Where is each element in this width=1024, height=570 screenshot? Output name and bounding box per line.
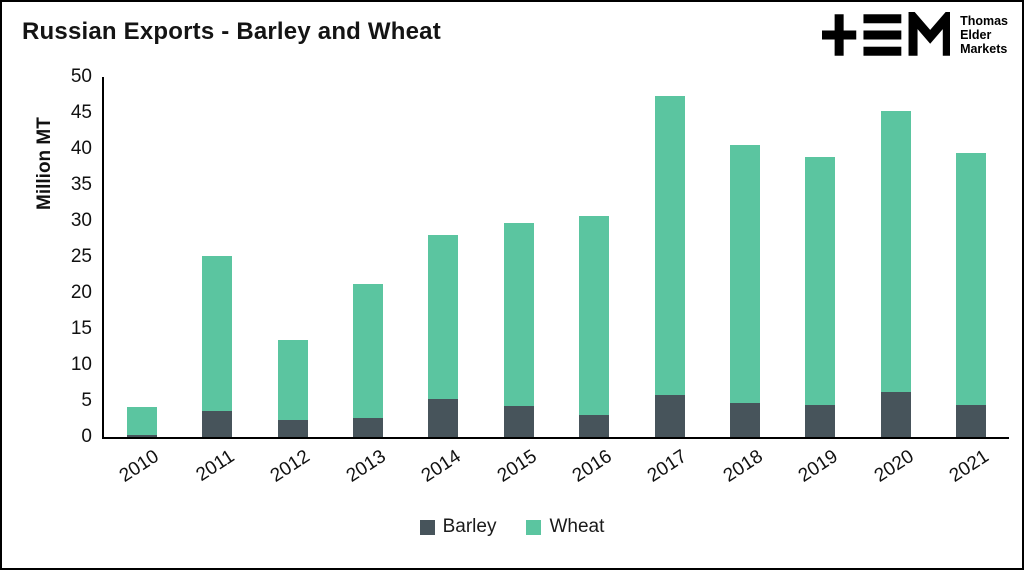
x-tick-label: 2019	[794, 446, 842, 487]
y-tick-label: 5	[81, 390, 92, 411]
legend: Barley Wheat	[2, 516, 1022, 538]
y-tick-label: 25	[70, 246, 92, 267]
y-axis-title: Million MT	[34, 117, 55, 210]
y-tick-label: 15	[70, 318, 92, 339]
bar-2010-wheat	[126, 406, 157, 435]
plot-area	[102, 77, 1009, 439]
logo-text-line: Thomas	[960, 14, 1008, 28]
x-tick-label: 2011	[192, 446, 239, 486]
bar-2015-barley	[503, 406, 534, 437]
x-tick-label: 2015	[493, 446, 541, 487]
x-tick-label: 2016	[568, 446, 616, 487]
tem-logo-text: Thomas Elder Markets	[960, 14, 1008, 56]
bar-2012-wheat	[277, 339, 308, 421]
legend-item-wheat: Wheat	[526, 516, 604, 538]
bar-2019-barley	[805, 405, 836, 437]
tem-logo-mark-icon	[822, 12, 951, 56]
bar-2016-wheat	[579, 215, 610, 416]
chart-title: Russian Exports - Barley and Wheat	[22, 18, 441, 45]
legend-swatch-barley	[419, 519, 435, 535]
y-tick-label: 45	[70, 102, 92, 123]
bar-2021-barley	[956, 404, 987, 437]
y-tick-label: 40	[70, 138, 92, 159]
bar-2017-barley	[654, 395, 685, 437]
logo-text-line: Markets	[960, 42, 1008, 56]
bar-2016-barley	[579, 415, 610, 437]
y-tick-label: 35	[70, 174, 92, 195]
bar-2019-wheat	[805, 156, 836, 406]
bar-2017-wheat	[654, 96, 685, 396]
y-tick-label: 10	[70, 354, 92, 375]
legend-swatch-wheat	[526, 519, 542, 535]
legend-label: Barley	[442, 516, 497, 537]
tem-logo: Thomas Elder Markets	[822, 12, 1008, 58]
bar-2020-barley	[880, 392, 911, 437]
legend-label: Wheat	[549, 516, 605, 537]
bar-2013-wheat	[352, 284, 383, 418]
bar-2021-wheat	[956, 153, 987, 405]
x-tick-label: 2020	[870, 446, 918, 487]
bar-2018-barley	[730, 403, 761, 437]
bar-2012-barley	[277, 420, 308, 437]
bar-2014-barley	[428, 398, 459, 437]
bar-2011-barley	[202, 411, 233, 437]
logo-text-line: Elder	[960, 28, 992, 42]
y-tick-label: 0	[81, 426, 92, 447]
legend-item-barley: Barley	[419, 516, 497, 538]
x-tick-label: 2010	[116, 446, 164, 487]
x-tick-label: 2013	[342, 446, 390, 487]
bar-2020-wheat	[880, 110, 911, 393]
bar-2015-wheat	[503, 223, 534, 407]
bar-2014-wheat	[428, 234, 459, 399]
y-tick-label: 20	[70, 282, 92, 303]
x-tick-label: 2018	[719, 446, 767, 487]
bar-2011-wheat	[202, 255, 233, 412]
bar-2010-barley	[126, 434, 157, 437]
bar-2018-wheat	[730, 145, 761, 404]
x-tick-label: 2021	[945, 446, 993, 487]
x-tick-label: 2017	[644, 446, 692, 487]
x-tick-label: 2012	[267, 446, 314, 487]
x-tick-label: 2014	[417, 446, 465, 487]
y-tick-label: 50	[70, 66, 92, 87]
bar-2013-barley	[352, 417, 383, 437]
y-tick-label: 30	[70, 210, 92, 231]
